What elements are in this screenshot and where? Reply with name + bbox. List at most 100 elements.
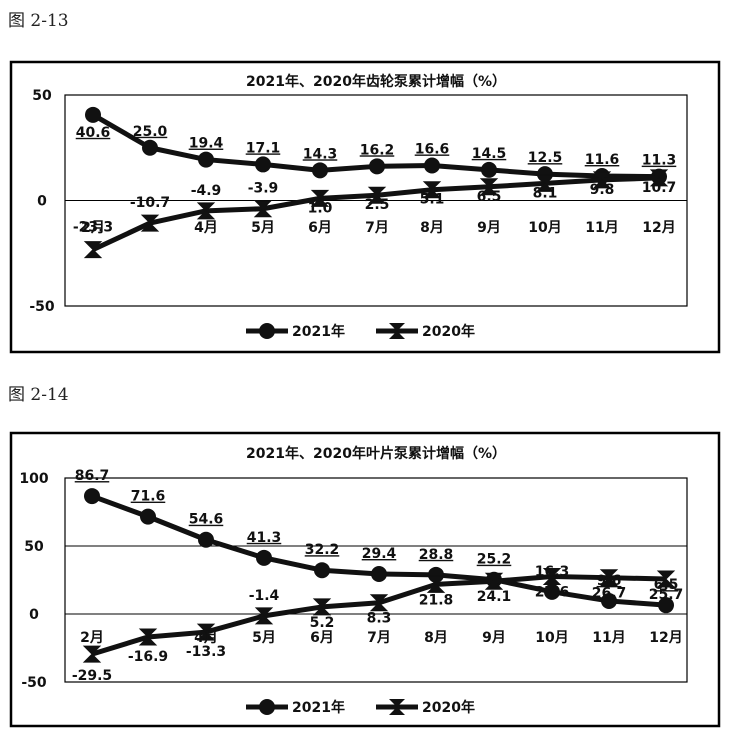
chart1-category-label: 6月	[308, 220, 332, 236]
chart1-point-2020	[196, 202, 216, 220]
chart1-data-label-2021: 12.5	[528, 150, 563, 166]
chart1-point-2021	[85, 106, 101, 123]
chart2-data-label-2021: 16.3	[535, 564, 570, 580]
chart1-data-label-2021: 40.6	[76, 125, 111, 141]
chart1-data-label-2020: 5.1	[420, 192, 445, 208]
chart2-data-label-2021: 9.6	[597, 573, 622, 589]
chart1-data-label-2020: 6.5	[477, 189, 502, 205]
chart2-category-label: 7月	[367, 630, 391, 646]
chart2-legend-marker-2020	[389, 699, 405, 715]
chart1-point-2020	[649, 169, 669, 187]
chart2-legend-label: 2020年	[422, 699, 475, 716]
chart2-y-tick-label: 100	[19, 471, 48, 487]
figure-label-2-14: 图 2-14	[8, 385, 69, 405]
chart1-data-label-2020: -10.7	[130, 195, 170, 211]
chart1-category-label: 8月	[420, 220, 444, 236]
chart2-y-tick-label: 0	[29, 607, 39, 623]
chart1-data-label-2020: 10.7	[642, 180, 677, 196]
chart2-point-2020	[138, 628, 158, 646]
chart2-outer-frame	[9, 431, 721, 728]
chart2-point-2021	[314, 562, 330, 579]
chart2-point-2020	[369, 594, 389, 612]
chart1-category-label: 10月	[528, 220, 561, 236]
chart1-data-label-2021: 19.4	[189, 136, 224, 152]
chart2-point-2021	[140, 508, 156, 525]
chart2-point-2021	[658, 597, 674, 614]
chart2-point-2021	[371, 566, 387, 583]
chart1-point-2021	[481, 161, 497, 178]
chart1-category-label: 12月	[642, 220, 675, 236]
chart1-title: 2021年、2020年齿轮泵累计增幅（%）	[246, 73, 506, 90]
chart2-point-2020	[599, 569, 619, 587]
chart2-data-label-2020: 8.3	[367, 611, 392, 627]
chart2-data-label-2021: 25.2	[477, 552, 512, 568]
chart1-y-tick-label: -50	[29, 299, 55, 315]
chart1-data-label-2021: 16.2	[360, 142, 395, 158]
chart2-category-label: 10月	[535, 630, 568, 646]
chart1-data-label-2020: -4.9	[191, 183, 222, 199]
chart1-legend-label: 2021年	[292, 323, 345, 340]
chart2-point-2021	[601, 592, 617, 609]
chart1-data-label-2021: 14.3	[303, 146, 338, 162]
chart2-category-label: 6月	[310, 630, 334, 646]
chart2-category-label: 8月	[424, 630, 448, 646]
chart2-data-label-2021: 28.8	[419, 547, 454, 563]
chart2-legend-marker-2021	[259, 699, 275, 715]
chart2-data-label-2020: 26.7	[592, 586, 627, 602]
chart1-category-label: 11月	[585, 220, 618, 236]
chart2-data-label-2021: 41.3	[247, 530, 282, 546]
chart1-point-2021	[198, 151, 214, 168]
chart2-point-2021	[256, 549, 272, 566]
chart2-data-label-2021: 71.6	[131, 489, 166, 505]
chart2-data-label-2021: 32.2	[305, 542, 340, 558]
chart1-legend-marker-2021	[259, 323, 275, 339]
chart1-point-2021	[312, 162, 328, 179]
chart1-data-label-2020: 9.8	[590, 182, 615, 198]
chart1-data-label-2020: 1.0	[308, 200, 333, 216]
chart1-outer-frame	[9, 60, 721, 354]
chart2-y-tick-label: 50	[24, 539, 44, 555]
chart2-category-label: 11月	[592, 630, 625, 646]
chart2-point-2021	[544, 583, 560, 600]
chart1-data-label-2021: 11.6	[585, 152, 620, 168]
chart2-point-2020	[426, 575, 446, 593]
chart1-data-label-2021: 16.6	[415, 141, 450, 157]
chart2-data-label-2020: 27.6	[535, 584, 570, 600]
chart2-category-label: 2月	[80, 630, 104, 646]
chart1-data-label-2020: -3.9	[248, 181, 279, 197]
chart2-point-2020	[484, 572, 504, 590]
chart2-point-2020	[254, 607, 274, 625]
chart2-data-label-2021: 54.6	[189, 512, 224, 528]
chart2-plot-area	[64, 477, 688, 683]
chart2-data-label-2020: 24.1	[477, 589, 512, 605]
chart1-point-2021	[255, 156, 271, 173]
chart2-data-label-2020: -29.5	[72, 668, 112, 684]
chart1-point-2021	[424, 157, 440, 174]
chart1-point-2020	[140, 214, 160, 232]
chart1-point-2020	[479, 178, 499, 196]
chart2-point-2020	[82, 645, 102, 663]
chart2-point-2020	[196, 623, 216, 641]
chart1-point-2020	[367, 186, 387, 204]
chart1-category-label: 7月	[365, 220, 389, 236]
chart2-category-label: 12月	[649, 630, 682, 646]
chart2-category-label: 5月	[252, 630, 276, 646]
chart2-data-label-2021: 29.4	[362, 546, 397, 562]
chart1-y-tick-label: 0	[37, 194, 47, 210]
chart2-point-2020	[312, 598, 332, 616]
chart1-point-2020	[253, 200, 273, 218]
chart2-y-tick-label: -50	[21, 675, 47, 691]
chart1-data-label-2021: 14.5	[472, 146, 507, 162]
chart1-data-label-2020: -23.3	[73, 220, 113, 236]
chart1-point-2020	[535, 174, 555, 192]
chart1-point-2021	[142, 139, 158, 156]
chart1-category-label: 4月	[194, 220, 218, 236]
chart2-point-2020	[542, 567, 562, 585]
chart1-data-label-2020: 2.5	[365, 197, 390, 213]
chart2-data-label-2020: -1.4	[249, 588, 280, 604]
chart1-data-label-2021: 11.3	[642, 153, 677, 169]
figure-label-2-13: 图 2-13	[8, 11, 69, 31]
chart2-data-label-2020: 5.2	[310, 615, 335, 631]
chart1-legend-label: 2020年	[422, 323, 475, 340]
